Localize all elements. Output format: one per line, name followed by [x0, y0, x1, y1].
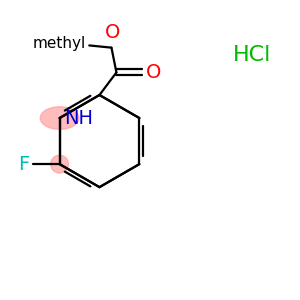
Text: methyl: methyl	[33, 36, 86, 51]
Text: HCl: HCl	[233, 45, 272, 65]
Text: O: O	[105, 23, 121, 42]
Text: NH: NH	[64, 109, 93, 128]
Ellipse shape	[40, 107, 79, 129]
Text: O: O	[146, 63, 161, 82]
Circle shape	[51, 155, 68, 173]
Text: F: F	[19, 154, 30, 174]
